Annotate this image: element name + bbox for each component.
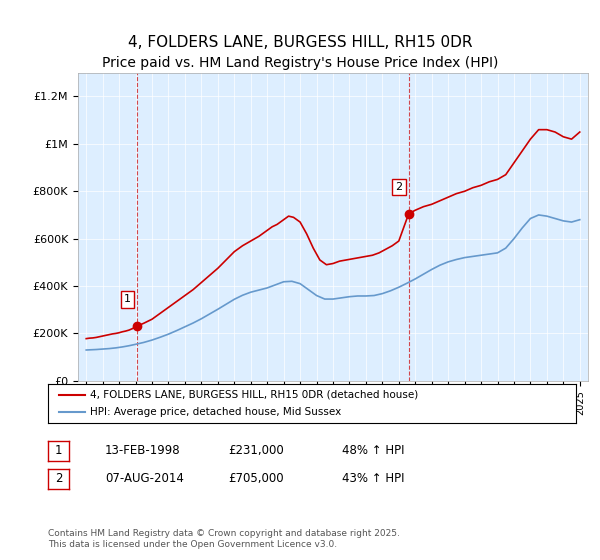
Text: HPI: Average price, detached house, Mid Sussex: HPI: Average price, detached house, Mid …	[90, 407, 341, 417]
Text: 48% ↑ HPI: 48% ↑ HPI	[342, 444, 404, 458]
Text: 43% ↑ HPI: 43% ↑ HPI	[342, 472, 404, 486]
Text: 2: 2	[55, 472, 62, 486]
Text: 4, FOLDERS LANE, BURGESS HILL, RH15 0DR (detached house): 4, FOLDERS LANE, BURGESS HILL, RH15 0DR …	[90, 390, 418, 400]
Text: 07-AUG-2014: 07-AUG-2014	[105, 472, 184, 486]
Text: Contains HM Land Registry data © Crown copyright and database right 2025.
This d: Contains HM Land Registry data © Crown c…	[48, 529, 400, 549]
Text: 13-FEB-1998: 13-FEB-1998	[105, 444, 181, 458]
Text: 2: 2	[395, 182, 403, 192]
Text: 4, FOLDERS LANE, BURGESS HILL, RH15 0DR: 4, FOLDERS LANE, BURGESS HILL, RH15 0DR	[128, 35, 472, 50]
Text: 1: 1	[55, 444, 62, 458]
Text: 1: 1	[124, 295, 131, 305]
Text: £231,000: £231,000	[228, 444, 284, 458]
Text: £705,000: £705,000	[228, 472, 284, 486]
Text: Price paid vs. HM Land Registry's House Price Index (HPI): Price paid vs. HM Land Registry's House …	[102, 56, 498, 70]
